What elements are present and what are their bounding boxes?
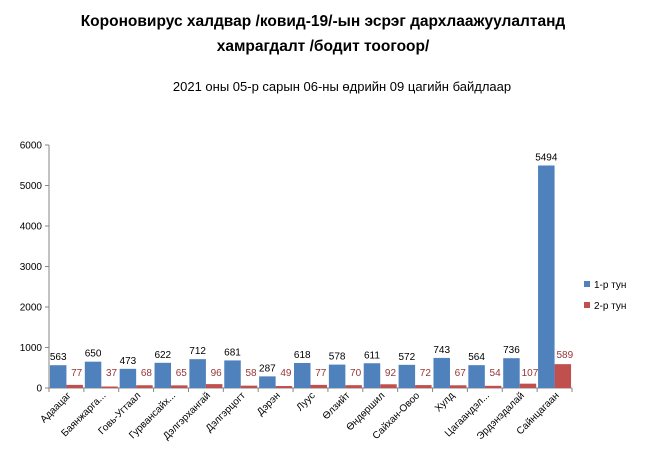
- data-label-series-2: 68: [141, 368, 153, 379]
- chart-title-line-2: хамрагдалт /бодит тоогоор/: [217, 38, 430, 55]
- bar-series-1: [328, 364, 346, 388]
- y-tick-label: 6000: [20, 141, 43, 152]
- data-label-series-1: 650: [85, 349, 102, 360]
- bar-series-1: [49, 365, 67, 388]
- bar-series-2: [484, 385, 502, 388]
- data-label-series-2: 92: [385, 368, 397, 379]
- bar-series-2: [240, 385, 258, 388]
- data-label-series-2: 65: [176, 368, 188, 379]
- bar-series-2: [310, 384, 327, 388]
- y-tick-label: 0: [36, 384, 42, 395]
- chart-title-line-1: Короновирус халдвар /ковид-19/-ын эсрэг …: [81, 13, 566, 30]
- bar-series-2: [345, 385, 362, 388]
- legend-swatch: [584, 281, 590, 287]
- bar-series-1: [259, 376, 276, 388]
- bar-series-2: [519, 383, 537, 388]
- y-tick-label: 1000: [20, 343, 43, 354]
- data-label-series-1: 572: [399, 352, 416, 363]
- chart-subtitle: 2021 оны 05-р сарын 06-ны өдрийн 09 цаги…: [173, 79, 511, 94]
- data-label-series-1: 564: [468, 352, 485, 363]
- bar-series-2: [275, 386, 293, 388]
- data-label-series-1: 563: [50, 352, 67, 363]
- legend-label: 2-р тун: [594, 301, 626, 312]
- legend-label: 1-р тун: [594, 280, 626, 291]
- x-category-label: Дэрэн: [255, 390, 283, 418]
- data-label-series-2: 67: [455, 368, 467, 379]
- bar-series-1: [224, 360, 241, 388]
- bar-series-1: [433, 357, 450, 388]
- bar-series-2: [380, 384, 397, 388]
- data-label-series-1: 611: [364, 350, 380, 361]
- bars: [49, 165, 572, 388]
- y-tick-label: 3000: [20, 262, 43, 273]
- data-label-series-2: 77: [71, 368, 83, 379]
- y-tick-label: 5000: [20, 181, 43, 192]
- axes: 0100020003000400050006000АдаацагБаянжарг…: [20, 141, 573, 442]
- data-label-series-2: 37: [106, 368, 118, 379]
- data-label-series-1: 618: [294, 350, 311, 361]
- data-label-series-2: 96: [211, 368, 223, 379]
- data-label-series-1: 681: [224, 347, 241, 358]
- x-category-label: Луус: [295, 390, 318, 413]
- bar-series-1: [294, 362, 311, 388]
- x-category-label: Адаацаг: [38, 390, 73, 425]
- y-tick-label: 2000: [20, 303, 43, 314]
- bar-series-1: [154, 362, 172, 388]
- data-label-series-1: 287: [259, 363, 276, 374]
- data-label-series-1: 578: [329, 352, 346, 363]
- bar-series-1: [468, 365, 485, 388]
- x-category-label: Хулд: [433, 390, 457, 414]
- legend: 1-р тун 2-р тун: [584, 280, 626, 312]
- data-label-series-2: 72: [420, 368, 432, 379]
- x-category-label: Өлзийт: [321, 390, 353, 422]
- data-label-series-2: 58: [245, 368, 257, 379]
- bar-series-2: [101, 386, 118, 388]
- data-label-series-1: 743: [433, 345, 450, 356]
- data-label-series-1: 473: [120, 356, 137, 367]
- bar-series-1: [363, 363, 381, 388]
- bar-series-2: [415, 385, 432, 388]
- bar-series-1: [84, 361, 102, 388]
- bar-series-1: [119, 368, 137, 388]
- bar-series-1: [189, 359, 206, 388]
- bar-series-1: [503, 358, 520, 388]
- data-label-series-2: 77: [315, 368, 327, 379]
- data-label-series-2: 107: [522, 368, 539, 379]
- bar-series-1: [398, 364, 416, 388]
- data-label-series-2: 589: [556, 350, 573, 361]
- data-label-series-2: 54: [490, 368, 502, 379]
- bar-series-2: [171, 385, 188, 388]
- data-label-series-1: 736: [503, 345, 520, 356]
- y-tick-label: 4000: [20, 222, 43, 233]
- bar-series-2: [205, 384, 223, 388]
- data-label-series-1: 5494: [535, 152, 558, 163]
- data-label-series-2: 49: [280, 368, 292, 379]
- bar-series-1: [538, 165, 555, 388]
- bar-series-2: [449, 385, 467, 388]
- bar-series-2: [554, 364, 572, 388]
- data-label-series-2: 70: [350, 368, 362, 379]
- legend-swatch: [584, 302, 590, 308]
- data-label-series-1: 622: [154, 350, 171, 361]
- data-label-series-1: 712: [189, 346, 206, 357]
- bar-series-2: [136, 385, 153, 388]
- bar-series-2: [66, 384, 83, 388]
